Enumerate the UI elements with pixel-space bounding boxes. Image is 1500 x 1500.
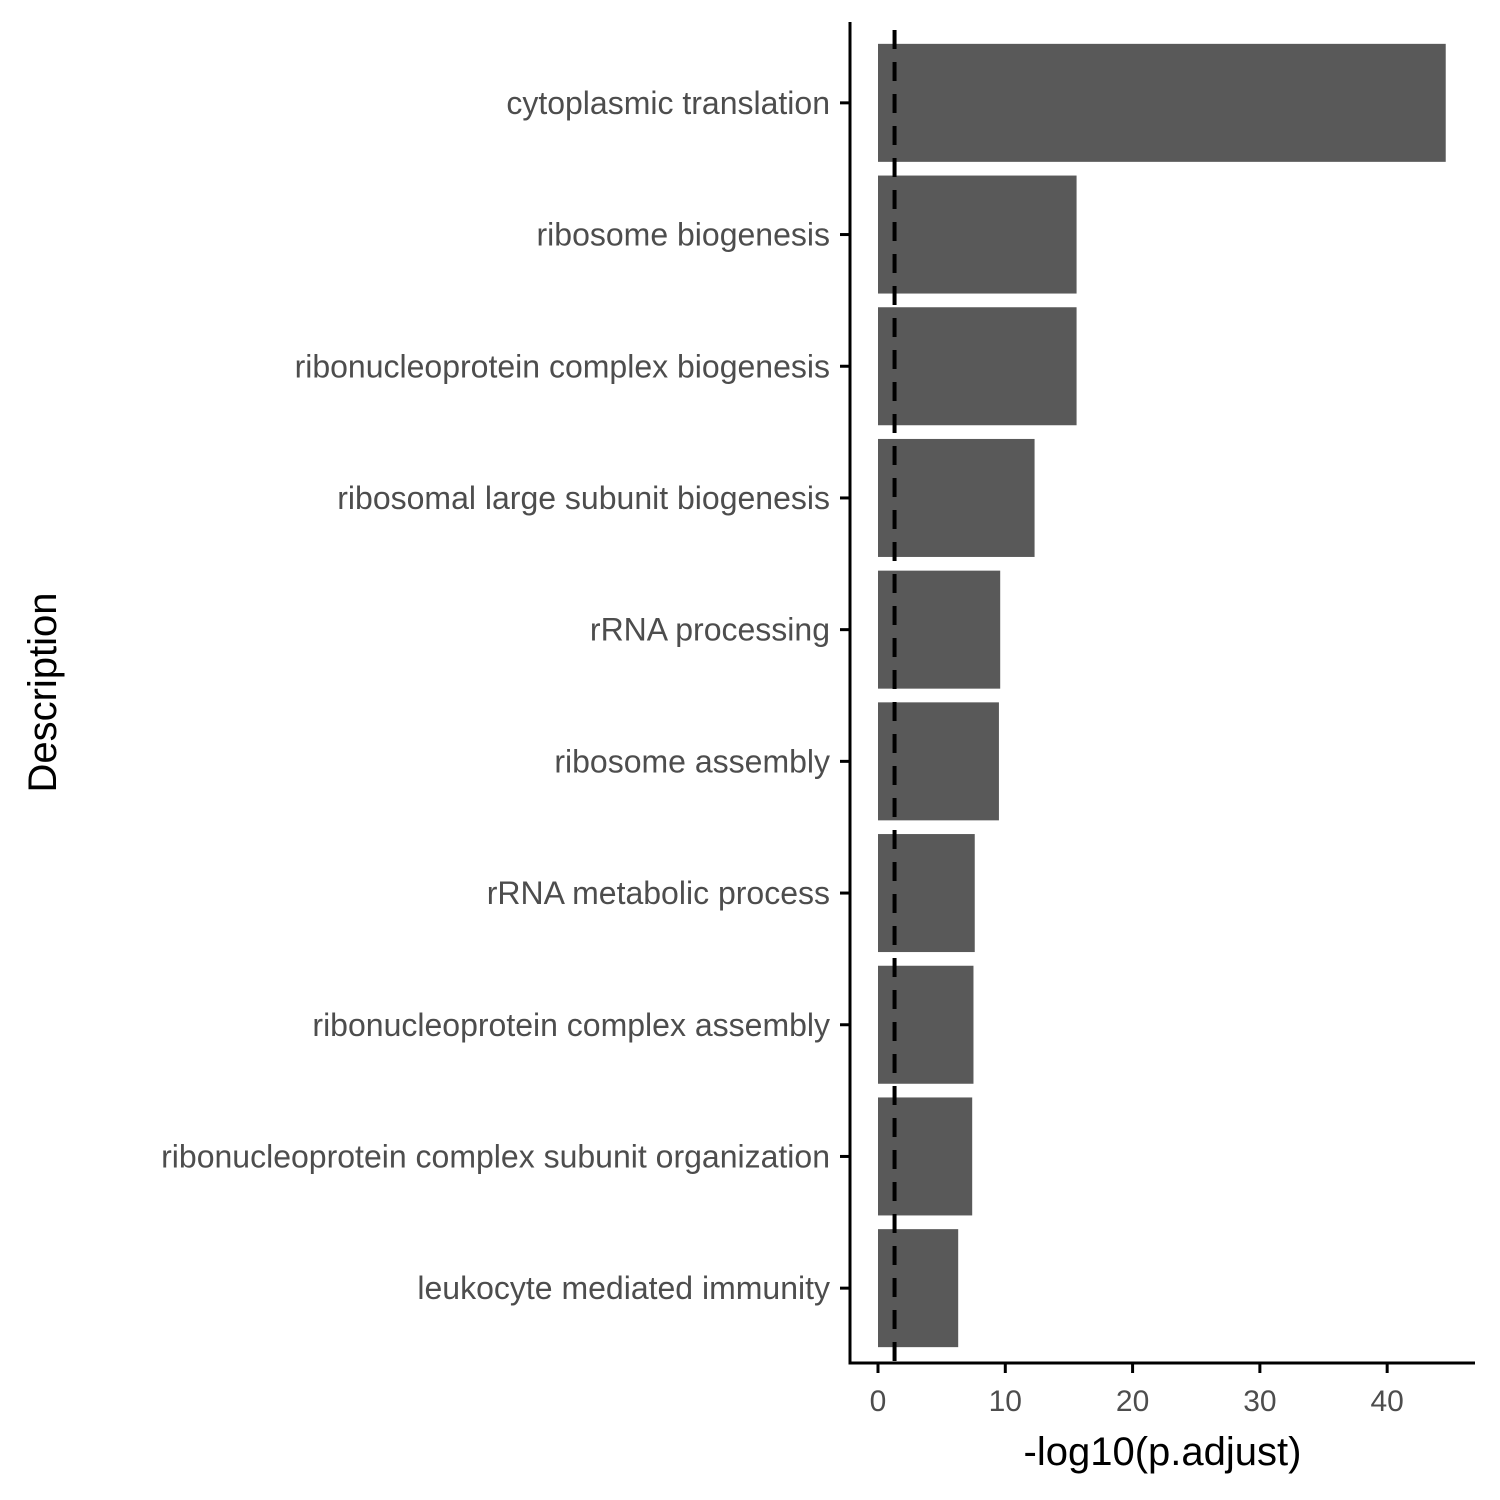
- bar: [878, 834, 975, 953]
- bar: [878, 43, 1446, 162]
- y-tick-label: rRNA metabolic process: [487, 875, 830, 911]
- y-tick-label: ribonucleoprotein complex biogenesis: [295, 348, 830, 384]
- y-tick-label: ribosomal large subunit biogenesis: [337, 480, 830, 516]
- bars: [878, 43, 1446, 1348]
- y-tick-label: cytoplasmic translation: [506, 85, 830, 121]
- x-tick-label: 10: [989, 1385, 1022, 1418]
- bar: [878, 1097, 973, 1216]
- x-tick-label: 40: [1370, 1385, 1403, 1418]
- x-axis-title: -log10(p.adjust): [1024, 1430, 1302, 1474]
- x-tick-label: 30: [1243, 1385, 1276, 1418]
- y-tick-labels: cytoplasmic translation ribosome biogenes…: [161, 85, 830, 1306]
- bar: [878, 307, 1077, 426]
- bar: [878, 570, 1001, 689]
- y-tick-label: leukocyte mediated immunity: [417, 1270, 830, 1306]
- y-tick-label: ribonucleoprotein complex subunit organi…: [161, 1138, 830, 1174]
- y-tick-label: ribosome biogenesis: [537, 217, 831, 253]
- bar: [878, 438, 1035, 557]
- y-axis-title: Description: [21, 592, 65, 792]
- y-tick-label: ribosome assembly: [554, 743, 830, 779]
- x-tick-label: 20: [1116, 1385, 1149, 1418]
- bar: [878, 1229, 959, 1348]
- x-tick-label: 0: [870, 1385, 887, 1418]
- axes: [840, 22, 1475, 1373]
- bar: [878, 965, 974, 1084]
- bar: [878, 175, 1077, 294]
- bar: [878, 702, 999, 821]
- y-tick-label: ribonucleoprotein complex assembly: [312, 1007, 830, 1043]
- x-tick-labels: 0 10 20 30 40: [870, 1385, 1404, 1418]
- y-tick-label: rRNA processing: [590, 612, 830, 648]
